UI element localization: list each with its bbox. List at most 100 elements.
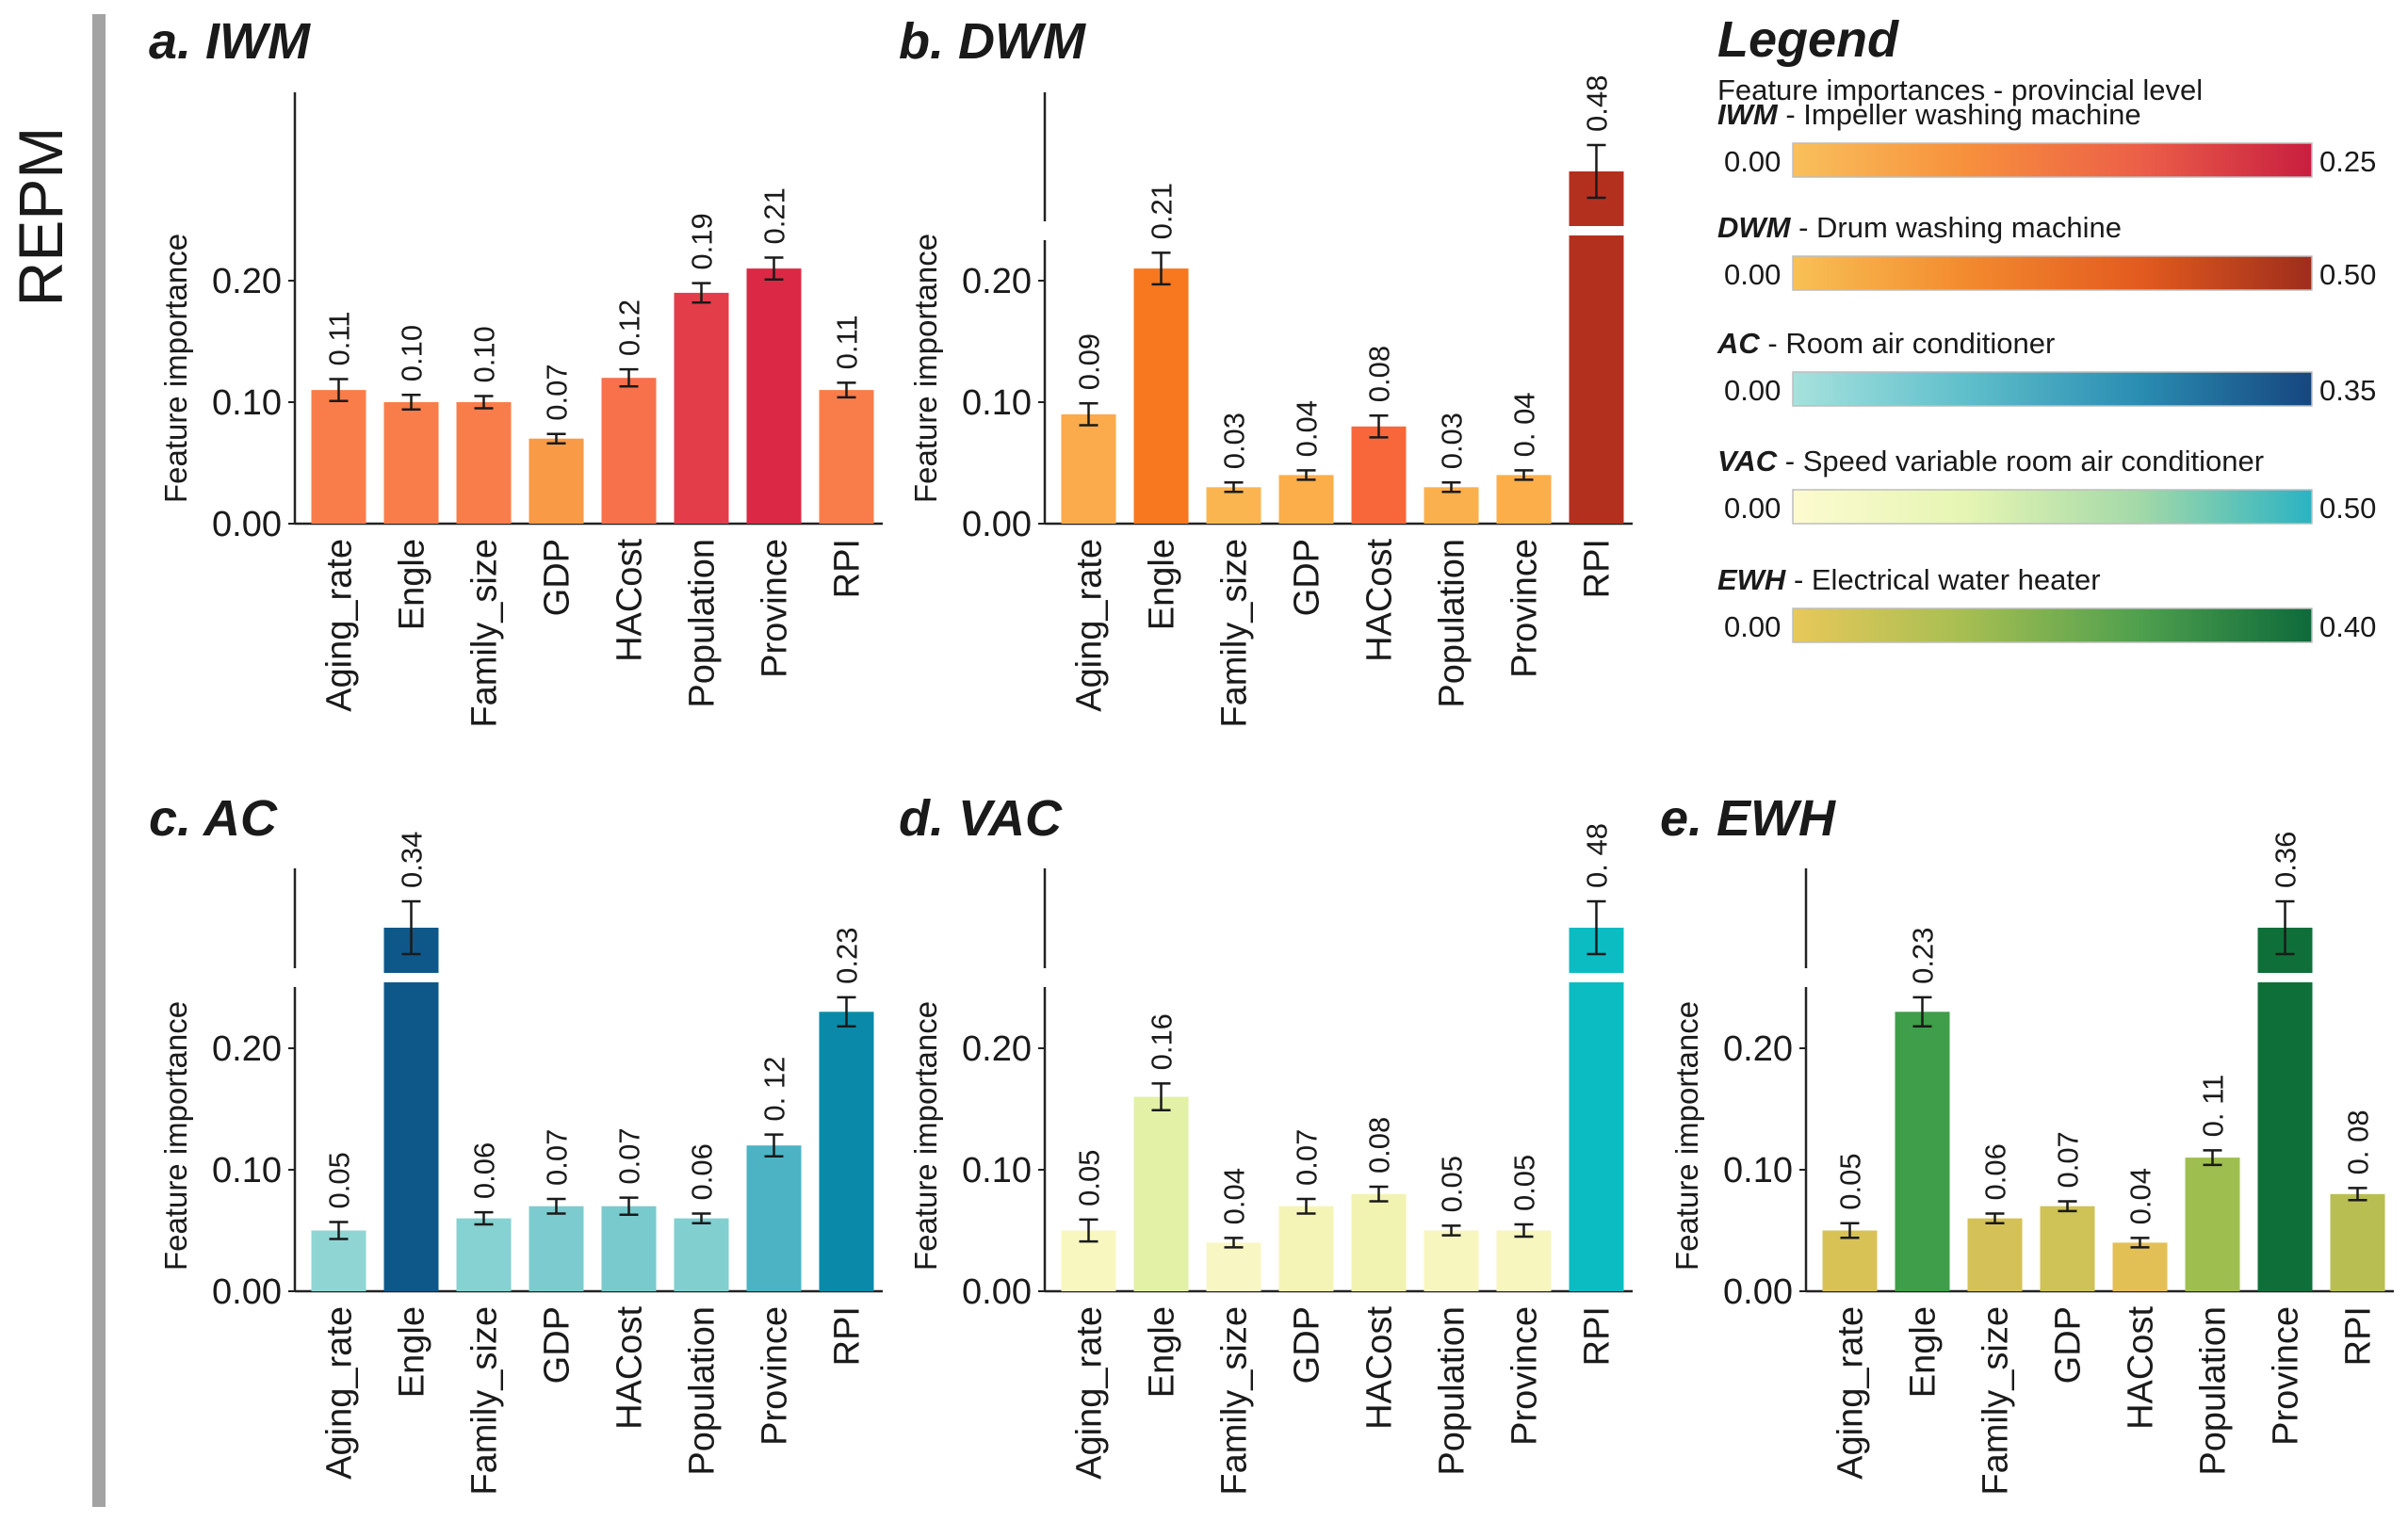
legend-colorbar bbox=[1792, 607, 2313, 643]
axis-break-gap bbox=[382, 973, 441, 982]
value-label: 0.21 bbox=[758, 187, 791, 244]
panel-title: c. AC bbox=[149, 790, 278, 847]
value-label: 0. 12 bbox=[758, 1057, 791, 1122]
value-label: 0.07 bbox=[541, 1129, 574, 1186]
x-tick-label: HACost bbox=[1360, 1306, 1400, 1430]
bar-province bbox=[746, 1145, 802, 1291]
y-tick-label: 0.20 bbox=[212, 1029, 282, 1069]
x-tick-label: GDP bbox=[1288, 539, 1327, 616]
y-axis-label: Feature importance bbox=[908, 234, 943, 503]
x-tick-label: Province bbox=[2267, 1306, 2306, 1446]
bar-hacost bbox=[1351, 426, 1407, 524]
x-tick-label: RPI bbox=[828, 539, 868, 598]
legend-item-ac: AC - Room air conditioner 0.00 0.35 bbox=[1717, 327, 2376, 407]
value-label: 0.16 bbox=[1146, 1013, 1179, 1070]
bar-engle bbox=[1895, 1012, 1950, 1291]
x-tick-label: HACost bbox=[610, 539, 650, 662]
x-tick-label: Aging_rate bbox=[1070, 539, 1110, 712]
bar-aging_rate bbox=[311, 1230, 366, 1291]
bar-province bbox=[2257, 928, 2313, 1291]
side-bar-line bbox=[92, 14, 106, 1507]
bar-gdp bbox=[529, 438, 584, 524]
x-tick-label: GDP bbox=[538, 1306, 578, 1384]
x-tick-label: RPI bbox=[2339, 1306, 2379, 1366]
legend-min-label: 0.00 bbox=[1724, 145, 1781, 178]
panel-title: a. IWM bbox=[149, 13, 311, 70]
value-label: 0.05 bbox=[1834, 1153, 1867, 1209]
bar-family_size bbox=[1206, 1242, 1261, 1291]
y-tick-label: 0.00 bbox=[962, 505, 1032, 544]
y-tick-label: 0.10 bbox=[962, 383, 1032, 423]
bar-gdp bbox=[1278, 475, 1334, 524]
value-label: 0.06 bbox=[468, 1142, 501, 1199]
value-label: 0. 04 bbox=[1508, 392, 1541, 457]
side-label: REPM bbox=[6, 127, 75, 307]
value-label: 0.10 bbox=[468, 326, 501, 382]
y-axis-label: Feature importance bbox=[158, 234, 193, 503]
legend-max-label: 0.50 bbox=[2319, 258, 2376, 291]
x-tick-label: GDP bbox=[538, 539, 578, 616]
x-tick-label: Family_size bbox=[465, 1306, 505, 1496]
legend-desc: - Electrical water heater bbox=[1785, 563, 2100, 596]
x-tick-label: Family_size bbox=[1215, 1306, 1255, 1496]
legend-colorbar bbox=[1792, 142, 2313, 178]
bar-engle bbox=[383, 928, 439, 1291]
legend-abbr: VAC bbox=[1717, 445, 1778, 478]
legend: Legend Feature importances - provincial … bbox=[1717, 11, 2376, 643]
x-tick-label: Population bbox=[683, 539, 723, 708]
value-label: 0.48 bbox=[1581, 75, 1614, 132]
x-tick-label: Population bbox=[1433, 539, 1472, 708]
x-tick-label: Family_size bbox=[1215, 539, 1255, 728]
legend-abbr: DWM bbox=[1717, 211, 1792, 244]
legend-item-label: DWM - Drum washing machine bbox=[1717, 211, 2122, 244]
legend-min-label: 0.00 bbox=[1724, 374, 1781, 407]
bar-engle bbox=[1133, 268, 1189, 524]
value-label: 0. 08 bbox=[2342, 1109, 2375, 1174]
legend-min-label: 0.00 bbox=[1724, 610, 1781, 643]
y-tick-label: 0.20 bbox=[212, 262, 282, 301]
value-label: 0.03 bbox=[1218, 413, 1251, 469]
x-tick-label: Aging_rate bbox=[320, 1306, 360, 1480]
legend-abbr: AC bbox=[1717, 327, 1760, 360]
x-tick-label: Engle bbox=[393, 1306, 432, 1398]
x-tick-label: Province bbox=[1505, 1306, 1545, 1446]
y-tick-label: 0.10 bbox=[1723, 1151, 1793, 1190]
bar-rpi bbox=[1569, 171, 1624, 524]
x-tick-label: Population bbox=[2194, 1306, 2234, 1476]
panel-title: d. VAC bbox=[899, 790, 1063, 847]
value-label: 0.08 bbox=[1363, 346, 1396, 402]
value-label: 0. 48 bbox=[1581, 823, 1614, 888]
y-axis-label: Feature importance bbox=[158, 1001, 193, 1271]
bar-engle bbox=[1133, 1096, 1189, 1291]
x-tick-label: Engle bbox=[393, 539, 432, 630]
value-label: 0.04 bbox=[1291, 400, 1324, 457]
bar-population bbox=[674, 292, 729, 524]
x-tick-label: GDP bbox=[1288, 1306, 1327, 1384]
legend-item-label: VAC - Speed variable room air conditione… bbox=[1717, 445, 2264, 478]
bar-hacost bbox=[1351, 1193, 1407, 1291]
legend-desc: - Room air conditioner bbox=[1760, 327, 2056, 360]
axis-break-gap bbox=[2255, 973, 2315, 982]
bar-family_size bbox=[456, 402, 512, 524]
x-tick-label: HACost bbox=[2122, 1306, 2161, 1430]
x-tick-label: Family_size bbox=[465, 539, 505, 728]
legend-min-label: 0.00 bbox=[1724, 492, 1781, 525]
x-tick-label: RPI bbox=[1578, 539, 1618, 598]
y-axis-label: Feature importance bbox=[908, 1001, 943, 1271]
legend-max-label: 0.25 bbox=[2319, 145, 2376, 178]
y-axis-label: Feature importance bbox=[1669, 1001, 1704, 1271]
y-tick-label: 0.00 bbox=[1723, 1272, 1793, 1312]
x-tick-label: Aging_rate bbox=[1831, 1306, 1871, 1480]
axis-break-gap bbox=[1567, 973, 1626, 982]
legend-max-label: 0.40 bbox=[2319, 610, 2376, 643]
value-label: 0.23 bbox=[831, 927, 864, 983]
bar-population bbox=[674, 1218, 729, 1291]
legend-abbr: EWH bbox=[1717, 563, 1786, 596]
y-tick-label: 0.10 bbox=[212, 1151, 282, 1190]
x-tick-label: Province bbox=[756, 1306, 795, 1446]
x-tick-label: GDP bbox=[2049, 1306, 2089, 1384]
value-label: 0.04 bbox=[2124, 1168, 2157, 1224]
x-tick-label: Family_size bbox=[1977, 1306, 2016, 1496]
x-tick-label: RPI bbox=[1578, 1306, 1618, 1366]
value-label: 0.10 bbox=[396, 325, 429, 381]
